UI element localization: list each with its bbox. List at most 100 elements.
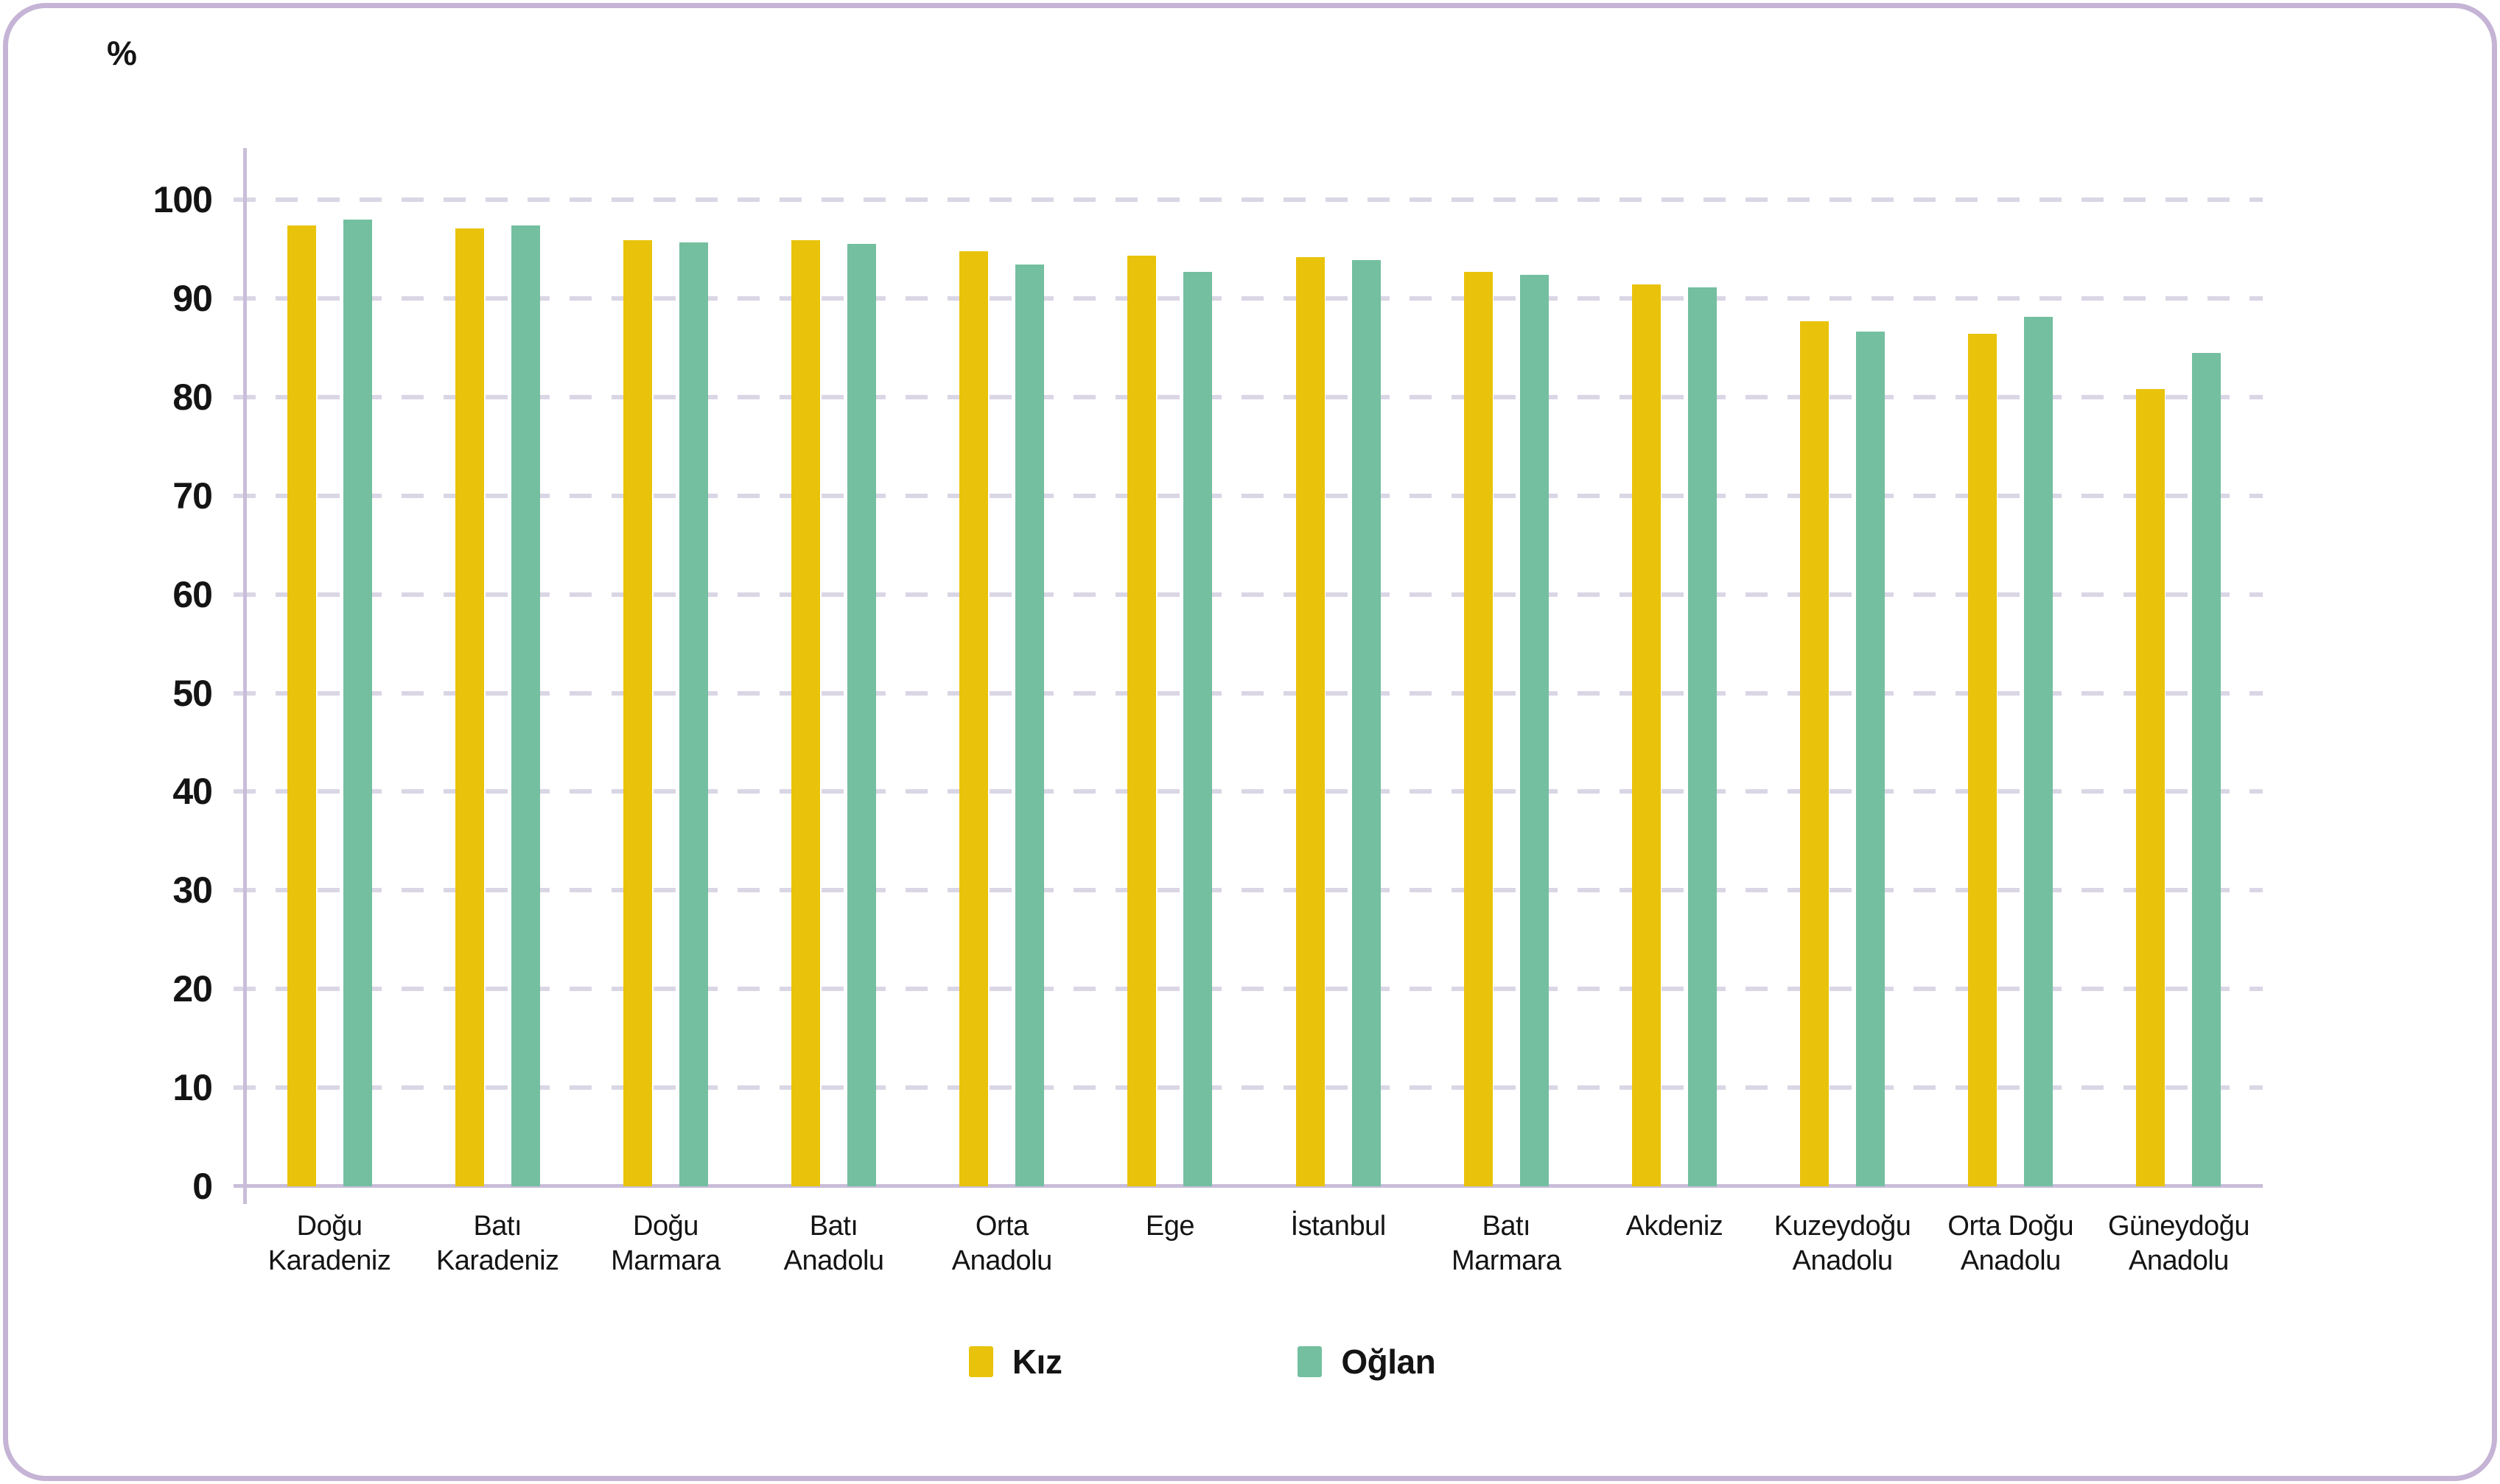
x-axis-label-line: Karadeniz (435, 1245, 559, 1276)
bar-olan-4 (847, 244, 877, 1186)
bar-olan-5 (1015, 265, 1045, 1186)
bar-kz-12 (2136, 389, 2165, 1186)
x-axis-label-line: Güneydoğu (2107, 1211, 2250, 1242)
bar-chart-plot-area: 0 10 20 30 40 50 60 70 80 90 100 Doğu Karadeniz Batı… (153, 148, 2263, 1276)
bars-layer (245, 200, 2263, 1186)
gridline-90 (234, 295, 2263, 301)
bar-olan-9 (1687, 287, 1717, 1186)
bar-olan-3 (679, 242, 708, 1186)
y-axis-tick-label-10: 10 (172, 1067, 213, 1109)
bar-group-11 (1927, 200, 2095, 1186)
y-axis-line (243, 148, 247, 1204)
y-axis-unit-label: % (107, 34, 137, 72)
x-axis-label-line: Batı (809, 1211, 858, 1242)
x-axis-category-label-4: Batı Anadolu (750, 1209, 918, 1278)
bar-kz-7 (1295, 256, 1325, 1186)
bar-group-10 (1759, 200, 1927, 1186)
y-axis-tick-label-20: 20 (172, 968, 213, 1010)
x-axis-label-line: Batı (473, 1211, 522, 1242)
x-axis-category-label-10: Kuzeydoğu Anadolu (1759, 1209, 1927, 1278)
legend-item-olan: Oğlan (1298, 1342, 1436, 1382)
gridline-60 (234, 592, 2263, 597)
bar-group-2 (413, 200, 581, 1186)
y-axis-tick-label-50: 50 (172, 672, 213, 714)
bar-group-12 (2095, 200, 2263, 1186)
bar-group-9 (1590, 200, 1758, 1186)
y-axis-tick-label-0: 0 (192, 1166, 213, 1207)
x-axis-category-label-3: Doğu Marmara (581, 1209, 749, 1278)
x-axis-label-line: Anadolu (2128, 1245, 2229, 1276)
gridline-30 (234, 888, 2263, 893)
x-axis-category-label-11: Orta Doğu Anadolu (1927, 1209, 2095, 1278)
bar-group-8 (1422, 200, 1590, 1186)
x-axis-label-line: Ege (1145, 1211, 1195, 1242)
x-axis-label-line: Karadeniz (267, 1245, 391, 1276)
gridline-80 (234, 394, 2263, 399)
gridline-100 (234, 197, 2263, 202)
bar-kz-2 (455, 228, 484, 1186)
x-axis-category-label-12: Güneydoğu Anadolu (2095, 1209, 2263, 1278)
bar-kz-3 (623, 239, 652, 1186)
gridline-40 (234, 789, 2263, 794)
gridline-50 (234, 690, 2263, 696)
y-axis-tick-label-100: 100 (153, 179, 213, 220)
x-axis-category-label-9: Akdeniz (1590, 1209, 1758, 1278)
bar-kz-9 (1631, 284, 1661, 1186)
x-axis-label-line: Akdeniz (1625, 1211, 1723, 1242)
x-axis-label-line: Kuzeydoğu (1774, 1211, 1911, 1242)
x-axis-line (234, 1184, 2263, 1188)
x-axis-category-label-2: Batı Karadeniz (413, 1209, 581, 1278)
chart-card: % 0 10 20 30 40 50 60 70 80 90 100 Doğu Karadeniz Ba… (3, 3, 2497, 1481)
x-axis-label-line: Anadolu (1792, 1245, 1893, 1276)
legend-item-kz: Kız (968, 1342, 1062, 1382)
bar-kz-4 (791, 239, 821, 1186)
legend-swatch-kz (968, 1346, 993, 1377)
bar-group-5 (918, 200, 1086, 1186)
bar-olan-2 (511, 225, 540, 1186)
y-axis-tick-label-30: 30 (172, 869, 213, 911)
x-axis-label-line: Doğu (296, 1211, 363, 1242)
legend-label-kz: Kız (1012, 1343, 1062, 1381)
bar-kz-8 (1463, 271, 1493, 1186)
x-axis-category-label-6: Ege (1086, 1209, 1254, 1278)
x-axis-label-line: İstanbul (1290, 1211, 1387, 1242)
bar-olan-8 (1519, 274, 1549, 1186)
x-axis-label-line: Marmara (1452, 1245, 1561, 1276)
bar-group-1 (245, 200, 413, 1186)
bar-olan-11 (2024, 317, 2053, 1186)
x-axis-category-label-1: Doğu Karadeniz (245, 1209, 413, 1278)
y-axis-tick-label-80: 80 (172, 376, 213, 418)
bar-group-3 (581, 200, 749, 1186)
x-axis-label-line: Anadolu (951, 1245, 1052, 1276)
bar-olan-7 (1351, 259, 1381, 1186)
bar-group-4 (750, 200, 918, 1186)
bar-olan-12 (2192, 352, 2221, 1186)
x-axis-category-labels: Doğu Karadeniz Batı Karadeniz Doğu Marmara Bat… (245, 1209, 2263, 1278)
bar-olan-10 (1856, 332, 1885, 1186)
y-axis-tick-label-90: 90 (172, 277, 213, 319)
bar-kz-11 (1968, 334, 1997, 1186)
x-axis-category-label-5: Orta Anadolu (918, 1209, 1086, 1278)
x-axis-category-label-8: Batı Marmara (1422, 1209, 1590, 1278)
gridline-20 (234, 987, 2263, 992)
bar-kz-6 (1127, 256, 1157, 1186)
y-axis-tick-label-70: 70 (172, 475, 213, 517)
bar-olan-1 (343, 219, 372, 1186)
x-axis-label-line: Marmara (611, 1245, 721, 1276)
bar-kz-1 (287, 225, 316, 1186)
legend-label-olan: Oğlan (1341, 1343, 1436, 1381)
x-axis-category-label-7: İstanbul (1254, 1209, 1422, 1278)
bar-kz-10 (1800, 321, 1830, 1186)
gridline-70 (234, 493, 2263, 498)
bar-group-6 (1086, 200, 1254, 1186)
y-axis-tick-label-40: 40 (172, 771, 213, 813)
x-axis-label-line: Batı (1482, 1211, 1531, 1242)
gridline-10 (234, 1085, 2263, 1091)
x-axis-label-line: Anadolu (783, 1245, 884, 1276)
y-axis-tick-label-60: 60 (172, 573, 213, 615)
bar-kz-5 (959, 251, 989, 1186)
bar-group-7 (1254, 200, 1422, 1186)
x-axis-label-line: Anadolu (1960, 1245, 2061, 1276)
bar-olan-6 (1183, 271, 1213, 1186)
x-axis-label-line: Orta (975, 1211, 1029, 1242)
